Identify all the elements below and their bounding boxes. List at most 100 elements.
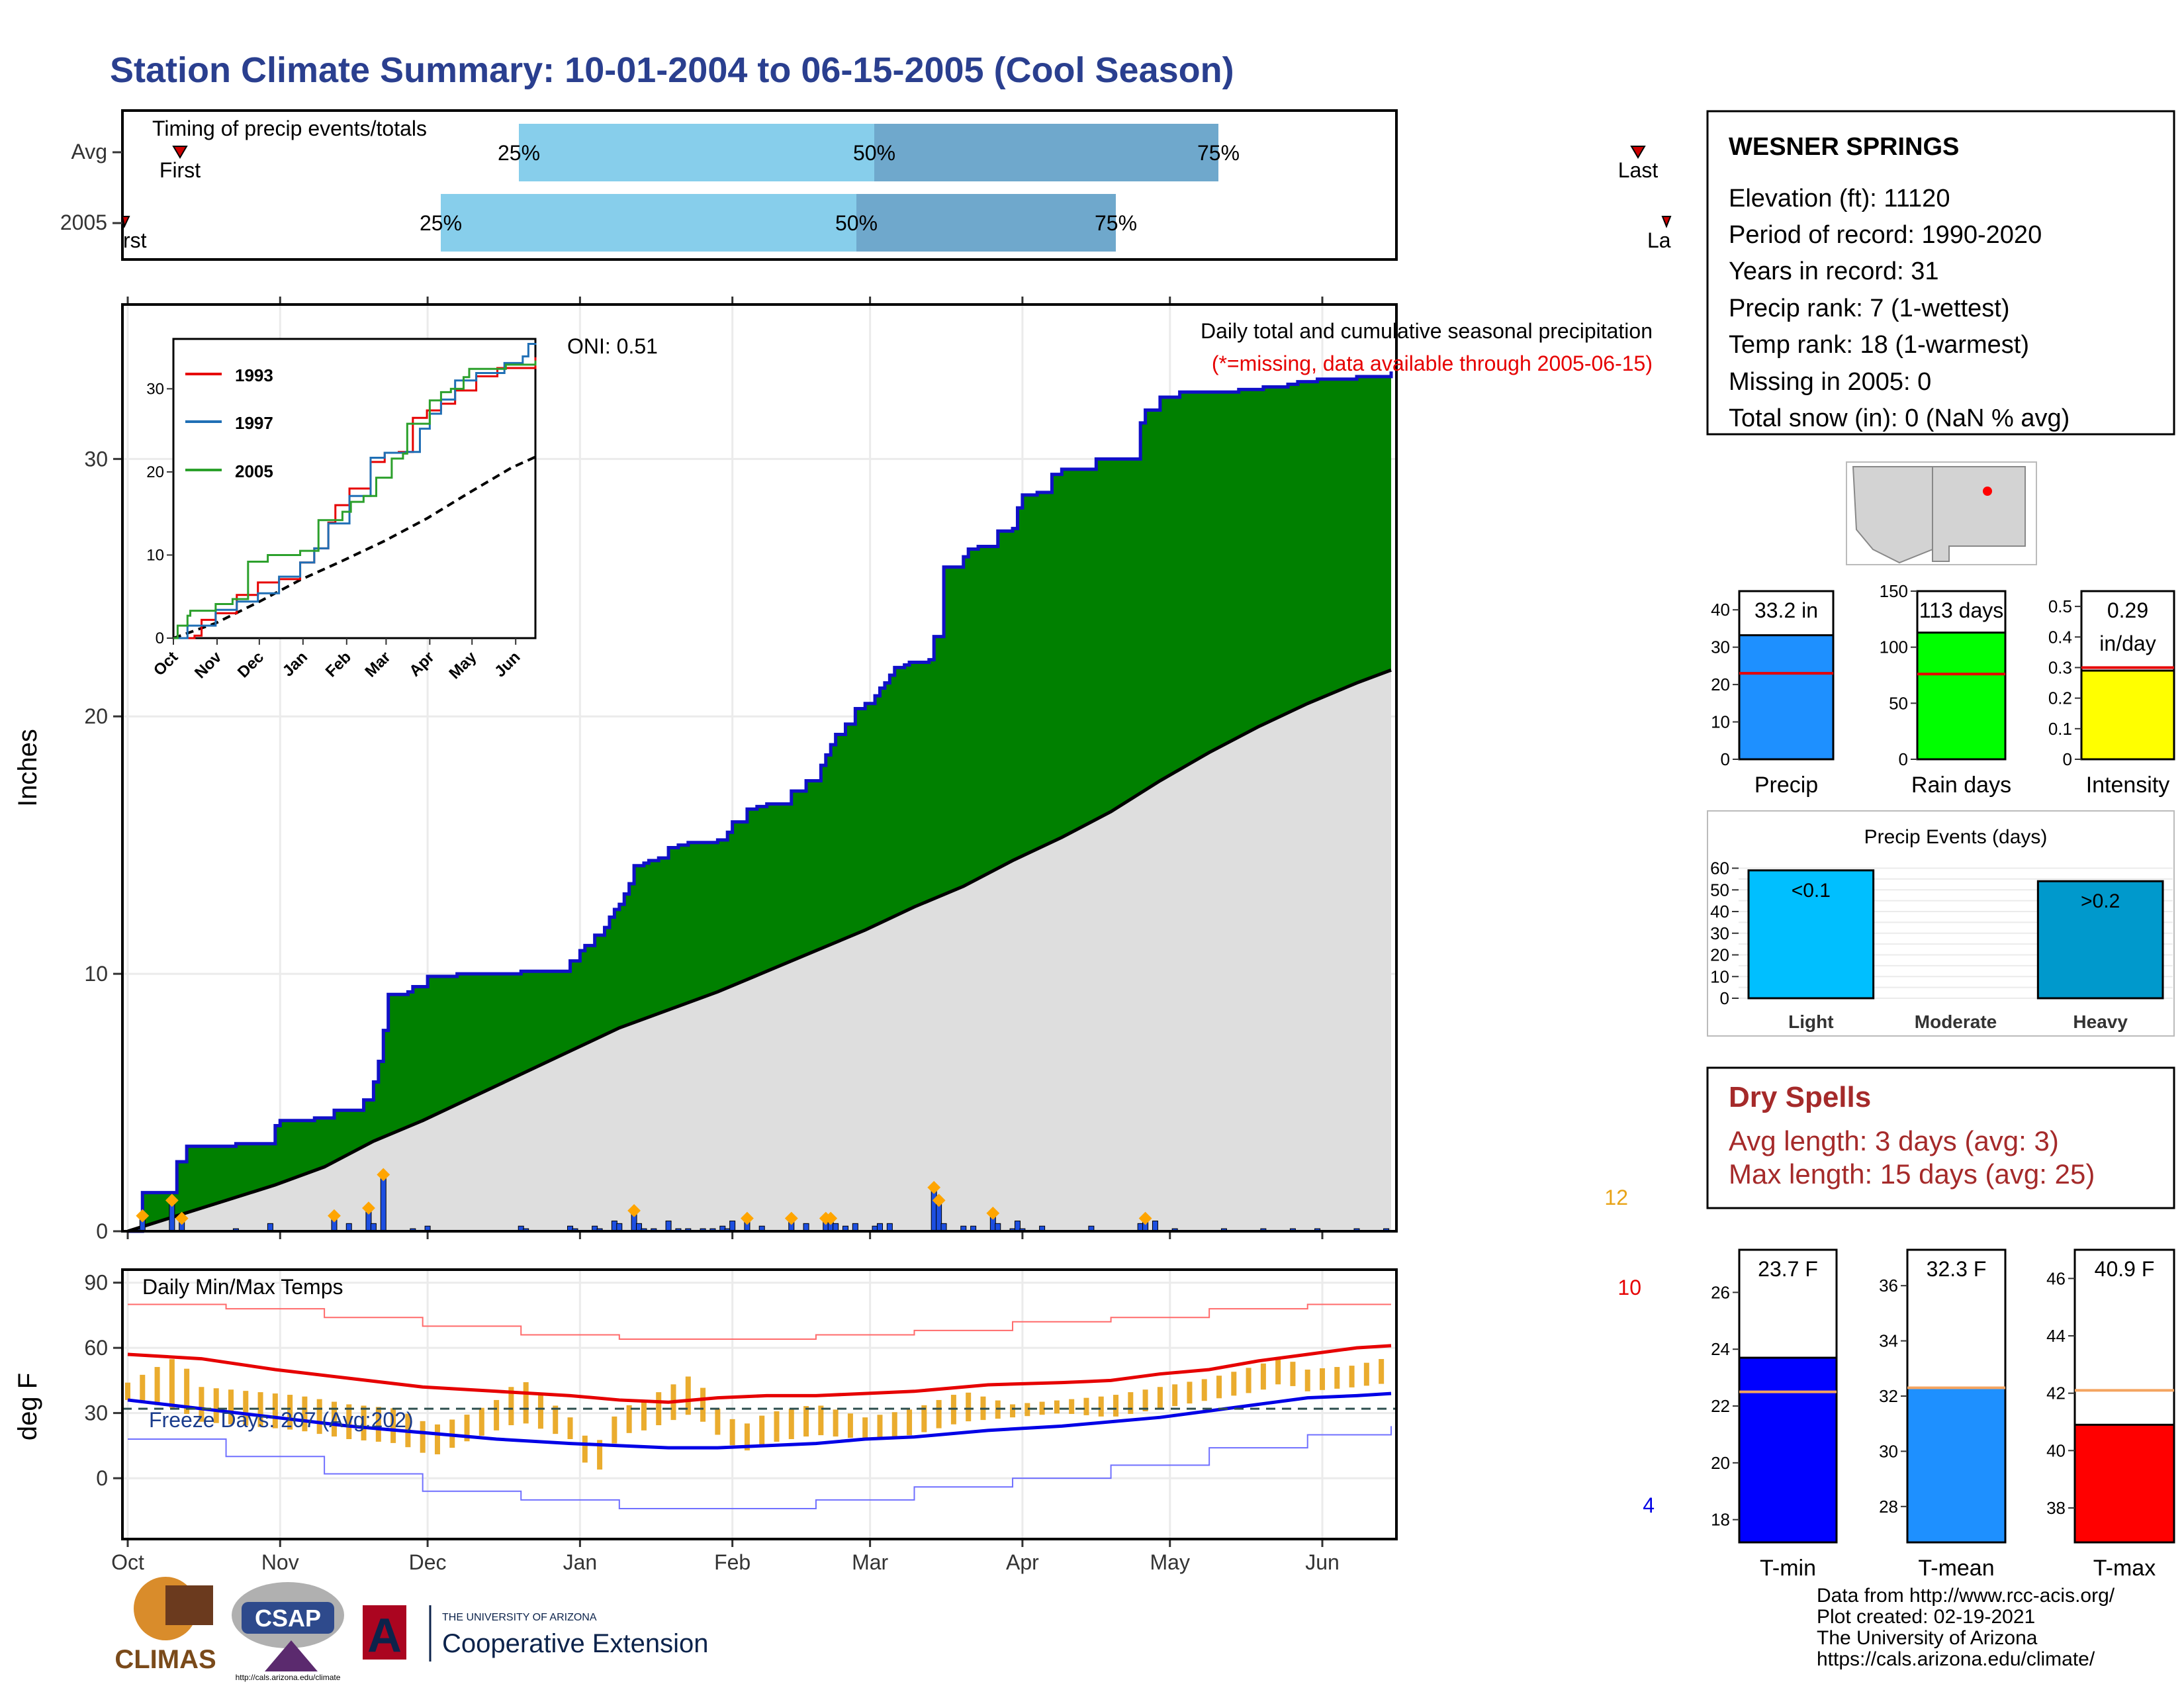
legend-label-1997: 1997	[235, 413, 273, 433]
temp-daily-range-bar	[774, 1411, 780, 1442]
temp-daily-range-bar	[921, 1405, 927, 1432]
climas-logo: CLIMAS	[114, 1577, 216, 1674]
events-bar-label: <0.1	[1792, 880, 1831, 902]
temp-daily-range-bar	[1083, 1397, 1089, 1415]
temp-daily-range-bar	[567, 1417, 573, 1440]
temp-daily-range-bar	[140, 1374, 146, 1403]
temp-daily-range-bar	[612, 1416, 617, 1444]
precip-daily-bar	[931, 1187, 937, 1232]
panel-rain-days: 0 50 100 150 113 days Rain days	[1880, 581, 2011, 798]
t-min-ytick-label: 22	[1711, 1396, 1730, 1416]
y2005-first-label: rst	[123, 228, 147, 252]
dry-spells-avg: Avg length: 3 days (avg: 3)	[1729, 1125, 2059, 1156]
temp-daily-range-bar	[464, 1415, 470, 1442]
precip-total-ytick-label: 0	[1721, 749, 1730, 769]
temp-ytick-label: 0	[96, 1466, 108, 1490]
panel-intensity: 0 0.1 0.2 0.3 0.4 0.5 0.29 in/day Intensity	[2048, 590, 2175, 798]
temp-axes: 0 30 60 90 Oct Nov Dec Jan Feb Mar Apr May Jun	[84, 1271, 1339, 1574]
temp-daily-range-bar	[523, 1382, 529, 1424]
temp-content	[122, 1303, 1396, 1510]
state-locator-map	[1846, 461, 2037, 565]
temp-xtick-label: Jan	[563, 1550, 598, 1574]
precip-max-marker	[136, 1209, 150, 1223]
events-ytick-label: 0	[1720, 988, 1729, 1008]
y2005-q2-bar	[856, 194, 1116, 252]
temp-daily-range-bar	[125, 1382, 130, 1400]
precip-total-ytick-label: 20	[1711, 675, 1730, 694]
intensity-bar	[2080, 669, 2175, 761]
temp-daily-range-bar	[788, 1409, 794, 1440]
t-mean-ytick-label: 32	[1879, 1386, 1898, 1406]
csap-wordmark: CSAP	[255, 1605, 321, 1632]
dry-spells-title: Dry Spells	[1729, 1081, 1871, 1113]
t-mean-category-label: T-mean	[1918, 1556, 1994, 1581]
temp-count-low: 4	[1643, 1493, 1655, 1517]
t-mean-bar	[1906, 1386, 2007, 1544]
events-category-label: Light	[1788, 1011, 1833, 1032]
precip-ytick-label: 20	[84, 704, 108, 728]
temp-ylabel: deg F	[13, 1373, 42, 1440]
station-years: Years in record: 31	[1729, 258, 1939, 285]
intensity-value-label: in/day	[2099, 632, 2156, 655]
station-missing: Missing in 2005: 0	[1729, 368, 1931, 396]
precip-daily-bar	[1014, 1220, 1021, 1232]
temp-daily-range-bar	[759, 1415, 765, 1446]
precip-max-marker	[165, 1194, 179, 1207]
t-max-bar	[2073, 1423, 2175, 1544]
ua-letter: A	[367, 1609, 402, 1662]
avg-first-marker	[172, 146, 188, 159]
events-bar-label: >0.2	[2081, 890, 2120, 912]
y2005-p25-label: 25%	[420, 211, 462, 235]
precip-total-ytick-label: 30	[1711, 637, 1730, 657]
avg-p25-label: 25%	[498, 141, 540, 165]
avg-p75-label: 75%	[1197, 141, 1240, 165]
temp-daily-range-bar	[478, 1407, 484, 1436]
csap-mountain-icon	[265, 1640, 318, 1671]
precip-max-marker	[1138, 1211, 1152, 1225]
t-mean-value-label: 32.3 F	[1927, 1257, 1987, 1281]
temp-daily-range-bar	[1216, 1376, 1222, 1399]
panel-t-min: 18 20 22 24 26 23.7 F T-min	[1711, 1248, 1838, 1581]
temp-daily-range-bar	[1363, 1362, 1369, 1386]
t-min-ytick-label: 26	[1711, 1282, 1730, 1302]
temp-daily-range-bar	[1098, 1396, 1104, 1417]
station-elevation: Elevation (ft): 11120	[1729, 185, 1950, 212]
temp-daily-range-bar	[685, 1376, 691, 1415]
avg-last-label: Last	[1618, 158, 1659, 182]
temp-daily-range-bar	[1010, 1404, 1016, 1418]
footer-line-1: Data from http://www.rcc-acis.org/	[1817, 1585, 2115, 1607]
inset-series-2005	[173, 360, 537, 639]
temp-daily-range-bar	[1039, 1401, 1045, 1415]
record-max-line	[128, 1303, 1391, 1340]
avg-last-marker	[1630, 146, 1646, 159]
y2005-last-label: La	[1647, 228, 1671, 252]
temp-panel: 0 30 60 90 Oct Nov Dec Jan Feb Mar Apr May Jun Daily…	[13, 1268, 1655, 1574]
y2005-first-marker	[121, 216, 130, 229]
panel-t-max: 38 40 42 44 46 40.9 F T-max	[2046, 1248, 2175, 1581]
timing-row-2005: 2005	[60, 211, 107, 234]
station-period: Period of record: 1990-2020	[1729, 221, 2042, 249]
average-cumulative-area	[128, 670, 1391, 1231]
legend-label-2005: 2005	[235, 461, 273, 481]
rain-days-value-label: 113 days	[1919, 598, 2004, 622]
precip-max-marker	[986, 1206, 1000, 1220]
avg-q2-bar	[874, 124, 1218, 181]
intensity-ytick-label: 0.4	[2048, 627, 2072, 647]
panel-precip-total: 0 10 20 30 40 33.2 in Precip	[1711, 590, 1835, 798]
temp-daily-range-bar	[626, 1405, 632, 1433]
temp-daily-range-bar	[1275, 1358, 1281, 1385]
station-snow: Total snow (in): 0 (NaN % avg)	[1729, 404, 2070, 432]
intensity-ytick-label: 0.5	[2048, 596, 2072, 616]
temp-daily-range-bar	[434, 1424, 440, 1454]
temp-daily-range-bar	[715, 1409, 721, 1435]
temp-daily-range-bar	[508, 1387, 514, 1426]
temp-daily-range-bar	[199, 1387, 205, 1422]
station-precip-rank: Precip rank: 7 (1-wettest)	[1729, 295, 2009, 322]
temp-daily-range-bar	[1260, 1363, 1266, 1390]
footer-line-2: Plot created: 02-19-2021	[1817, 1606, 2035, 1628]
t-min-ytick-label: 24	[1711, 1339, 1730, 1359]
precip-corner-count: 12	[1604, 1186, 1628, 1209]
footer-line-4: https://cals.arizona.edu/climate/	[1817, 1648, 2095, 1670]
temp-daily-range-bar	[1024, 1403, 1030, 1417]
